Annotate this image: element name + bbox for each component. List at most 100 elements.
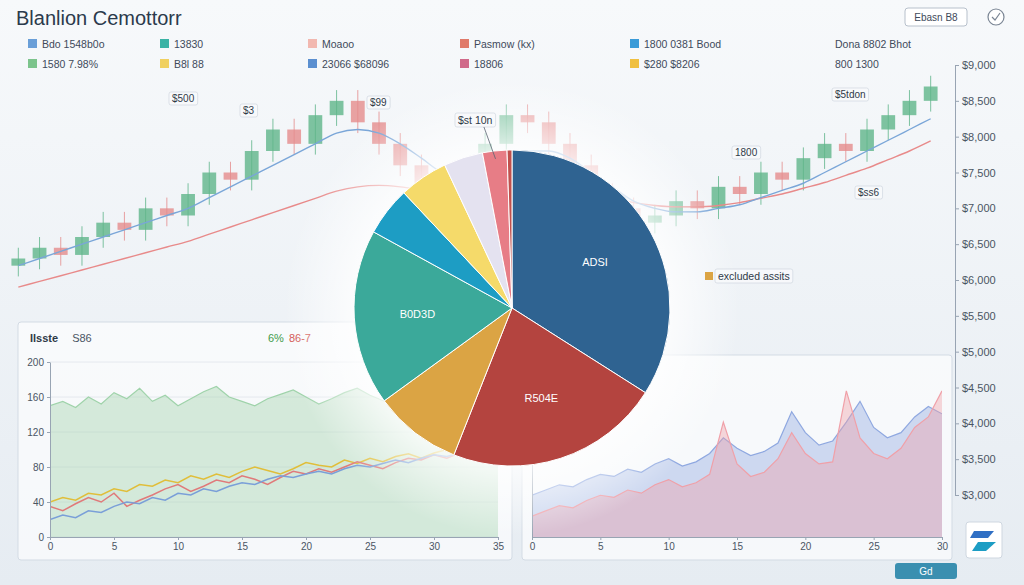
slice-label: R504E [524,392,558,404]
legend-swatch [160,39,169,48]
annotation: 1800 [735,147,758,158]
legend-label: 18806 [474,58,503,70]
tick-label: 25 [365,541,377,552]
tick-mark [955,173,959,174]
tick-label: 35 [493,541,505,552]
annotation: $3 [243,105,255,116]
candle-body [924,87,938,101]
candle-body [903,101,917,115]
tick: 80 [33,462,50,473]
annotation-group: $ss6 [855,186,883,199]
annotation-patch [240,104,258,117]
tick: 5 [112,537,118,552]
tick-label: 40 [33,497,45,508]
tick: $7,000 [955,202,996,214]
tick: 0 [48,537,54,552]
pie-slice [507,150,512,308]
tick: 10 [664,537,676,552]
annotation-patch [169,92,198,105]
tick: $3,500 [955,453,996,465]
annotation-patch [855,186,883,199]
tick: 5 [598,537,604,552]
tick-mark [955,423,959,424]
tick-mark [600,537,601,540]
tick: 200 [27,357,50,368]
slice-label: ADSI [582,256,608,268]
tick-label: $8,500 [962,95,996,107]
footer-button-label[interactable]: Gd [919,566,932,577]
legend-swatch [160,59,169,68]
tick: 35 [493,537,505,552]
tick: $9,000 [955,59,996,71]
tick-mark [498,537,499,540]
tick: 120 [27,427,50,438]
legend-swatch [630,39,639,48]
control-box[interactable] [905,8,967,26]
footer-button[interactable] [895,563,957,579]
tick: 20 [800,537,812,552]
tick: 40 [33,497,50,508]
axis: 0 40 80 120 160 200 [27,357,50,543]
pie-annotation: excluded assits [718,270,790,282]
tick-mark [955,244,959,245]
tick-label: $6,000 [962,274,996,286]
tick-mark [955,137,959,138]
tick-label: $5,500 [962,310,996,322]
settings-icon[interactable] [988,9,1004,25]
tick-mark [955,459,959,460]
tick-mark [955,388,959,389]
tick-label: 0 [48,541,54,552]
axis-line [51,537,499,538]
logo-mark [972,542,996,551]
candle-body [330,101,344,115]
legend-swatch [308,39,317,48]
candle-body [224,173,238,180]
slice-label: B0D3D [400,308,436,320]
tick-label: 120 [27,427,44,438]
tick-label: $4,000 [962,417,996,429]
canvas-svg: Blanlion CemottorrBdo 1548b0o13830MoaooP… [0,0,1024,585]
control-label[interactable]: Ebasn B8 [914,12,958,23]
legend-label: Bdo 1548b0o [42,38,105,50]
annotation-patch [367,96,390,109]
candle-body [181,194,195,216]
tick: 20 [301,537,313,552]
candle-body [754,173,768,195]
candle-body [818,144,832,158]
legend-label: Pasmow (kx) [474,38,535,50]
dashboard: Blanlion CemottorrBdo 1548b0o13830MoaooP… [0,0,1024,585]
tick-label: 30 [429,541,441,552]
axis-line [50,363,51,538]
tick-mark [47,467,50,468]
pie-annotation: $st 10n [458,114,493,126]
tick: 15 [237,537,249,552]
pie-slice [482,150,512,308]
annotation: $ss6 [858,187,880,198]
tick-label: $3,000 [962,489,996,501]
legend-label: Dona 8802 Bhot [835,38,911,50]
tick: $7,500 [955,167,996,179]
tick-label: 25 [869,541,881,552]
tick-label: 10 [173,541,185,552]
tick-mark [178,537,179,540]
legend-swatch [308,59,317,68]
legend-label: B8l 88 [174,58,204,70]
axis: $3,000$3,500$4,000$4,500$5,000$5,500$6,0… [955,59,996,501]
tick-label: $4,500 [962,382,996,394]
legend-label: 23066 $68096 [322,58,389,70]
tick-mark [306,537,307,540]
candle-body [308,115,322,144]
tick-label: 160 [27,392,44,403]
tick-label: $7,000 [962,202,996,214]
tick-mark [955,101,959,102]
tick-mark [955,495,959,496]
annotation-group: $500 [169,92,198,105]
legend-label: $280 $8206 [644,58,700,70]
annotation-group: $99 [367,96,390,109]
tick-label: $8,000 [962,131,996,143]
tick-label: 0 [38,532,44,543]
tick-mark [370,537,371,540]
panel-annotation: 6% [268,332,284,344]
legend-label: Moaoo [322,38,354,50]
candle-body [796,158,810,180]
